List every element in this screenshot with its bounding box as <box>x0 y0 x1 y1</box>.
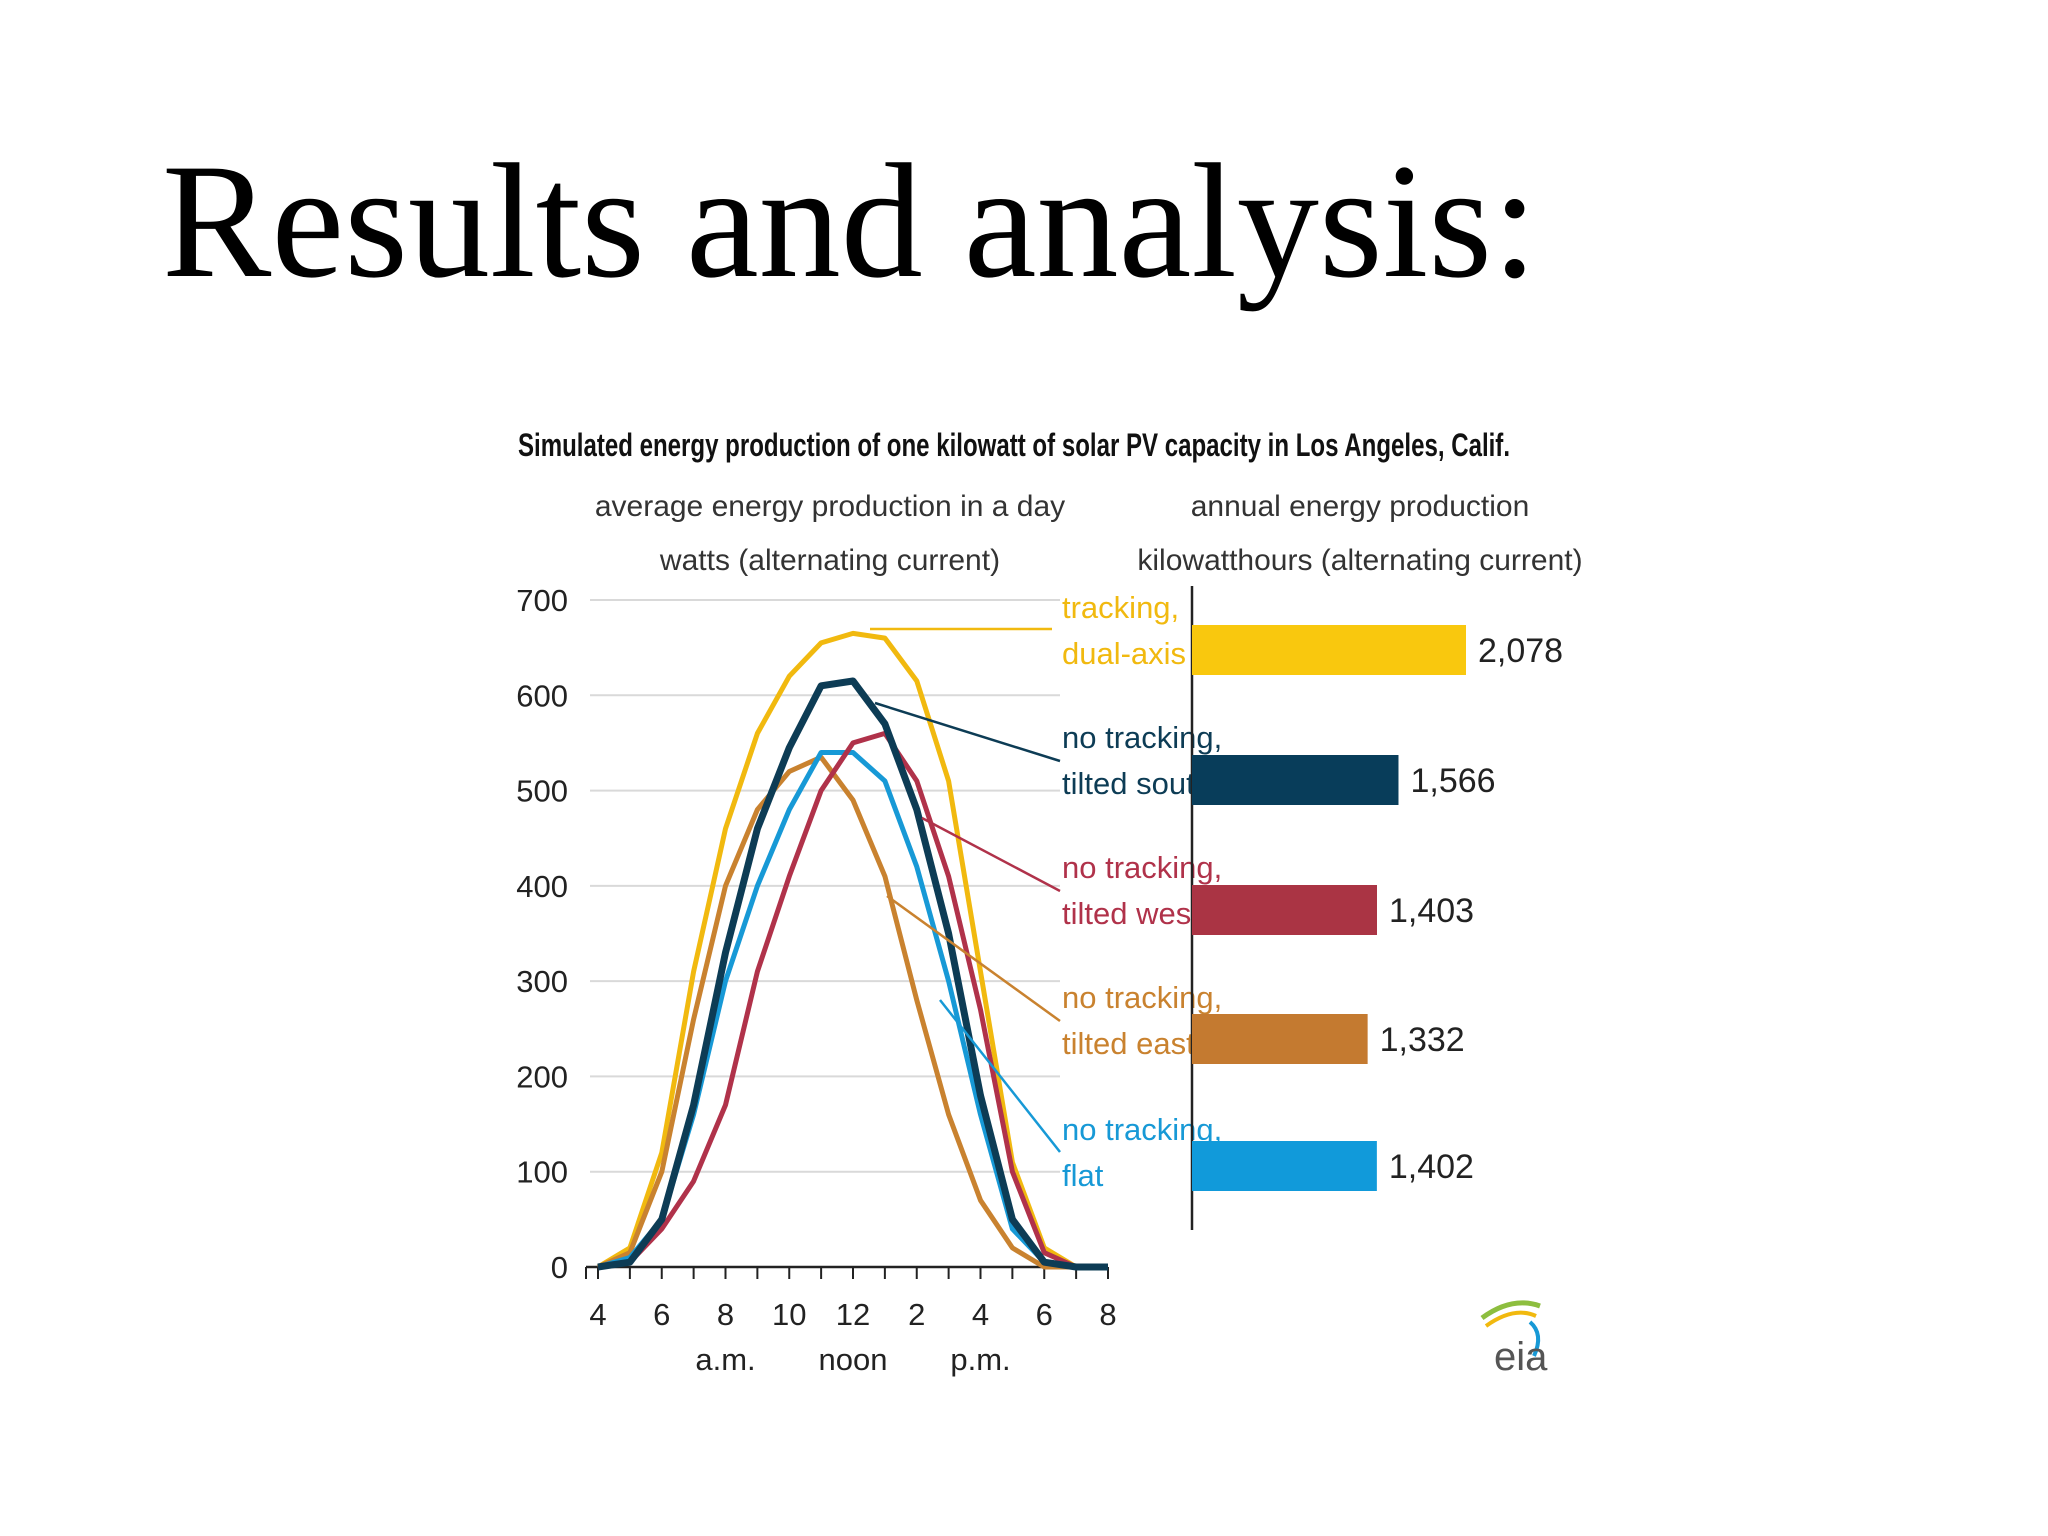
series-label: dual-axis <box>1062 636 1186 671</box>
y-tick-label: 100 <box>516 1155 568 1190</box>
bar-3 <box>1192 1014 1368 1064</box>
series-leader-4 <box>939 999 1061 1153</box>
bar-value-label: 2,078 <box>1478 632 1563 670</box>
line-chart-series-labels: tracking, dual-axis no tracking, tilted sou… <box>870 590 1222 1193</box>
series-label: no tracking, <box>1062 980 1222 1015</box>
bar-1 <box>1192 755 1399 805</box>
series-label: no tracking, <box>1062 850 1222 885</box>
line-chart-y-ticks: 0 100 200 300 400 500 600 700 <box>516 583 568 1285</box>
bar-chart: 2,078 1,566 1,403 1,332 1,402 <box>1190 586 1563 1230</box>
series-leader-3 <box>886 894 1061 1023</box>
bar-0 <box>1192 625 1466 675</box>
series-label: tilted west <box>1062 896 1200 931</box>
chart-title: Simulated energy production of one kilow… <box>518 427 1510 463</box>
series-label: no tracking, <box>1062 720 1222 755</box>
x-tick-label: 10 <box>772 1297 806 1332</box>
y-tick-label: 0 <box>551 1250 568 1285</box>
series-line-3 <box>596 754 1108 1270</box>
x-tick-label: 12 <box>836 1297 870 1332</box>
series-leader-2 <box>921 816 1061 893</box>
bar-subtitle-1: annual energy production <box>1191 490 1530 523</box>
series-line-2 <box>597 730 1108 1270</box>
series-label: tracking, <box>1062 590 1179 625</box>
x-group-label: p.m. <box>950 1342 1010 1377</box>
series-label: tilted south <box>1062 766 1212 801</box>
bar-value-label: 1,402 <box>1389 1148 1474 1186</box>
y-tick-label: 300 <box>516 964 568 999</box>
series-label: flat <box>1062 1158 1104 1193</box>
eia-logo-swoosh-3 <box>1528 1320 1541 1357</box>
eia-logo: eia <box>1480 1300 1548 1379</box>
bar-value-label: 1,332 <box>1380 1021 1465 1059</box>
line-chart-x-axis: 4 6 8 10 12 2 4 6 8 a.m. noon p.m. <box>585 1265 1117 1377</box>
series-leader-1 <box>874 701 1061 763</box>
bar-4 <box>1192 1141 1377 1191</box>
x-tick-label: 6 <box>1036 1297 1053 1332</box>
x-tick-label: 8 <box>1099 1297 1116 1332</box>
bar-value-label: 1,403 <box>1389 892 1474 930</box>
series-line-4 <box>597 750 1108 1270</box>
y-tick-label: 400 <box>516 869 568 904</box>
y-tick-label: 200 <box>516 1059 568 1094</box>
series-line-1 <box>597 677 1108 1271</box>
y-tick-label: 700 <box>516 583 568 618</box>
x-tick-label: 4 <box>972 1297 989 1332</box>
series-line-0 <box>596 630 1108 1270</box>
eia-logo-text: eia <box>1494 1335 1548 1379</box>
eia-logo-swoosh-2 <box>1484 1310 1537 1328</box>
x-tick-label: 8 <box>717 1297 734 1332</box>
slide-title: Results and analysis: <box>162 131 1538 312</box>
x-tick-label: 6 <box>653 1297 670 1332</box>
bar-2 <box>1192 885 1377 935</box>
x-group-label: a.m. <box>695 1342 755 1377</box>
bar-value-label: 1,566 <box>1410 762 1495 800</box>
eia-logo-swoosh <box>1480 1300 1541 1321</box>
line-subtitle-2: watts (alternating current) <box>659 544 1000 577</box>
line-subtitle-1: average energy production in a day <box>595 490 1065 523</box>
line-chart-grid <box>590 599 1060 1173</box>
x-tick-label: 4 <box>589 1297 606 1332</box>
x-group-label: noon <box>819 1342 888 1377</box>
x-tick-label: 2 <box>908 1297 925 1332</box>
y-tick-label: 500 <box>516 774 568 809</box>
y-tick-label: 600 <box>516 678 568 713</box>
series-label: tilted east <box>1062 1026 1195 1061</box>
bar-subtitle-2: kilowatthours (alternating current) <box>1137 544 1582 577</box>
line-chart-series <box>596 630 1108 1271</box>
